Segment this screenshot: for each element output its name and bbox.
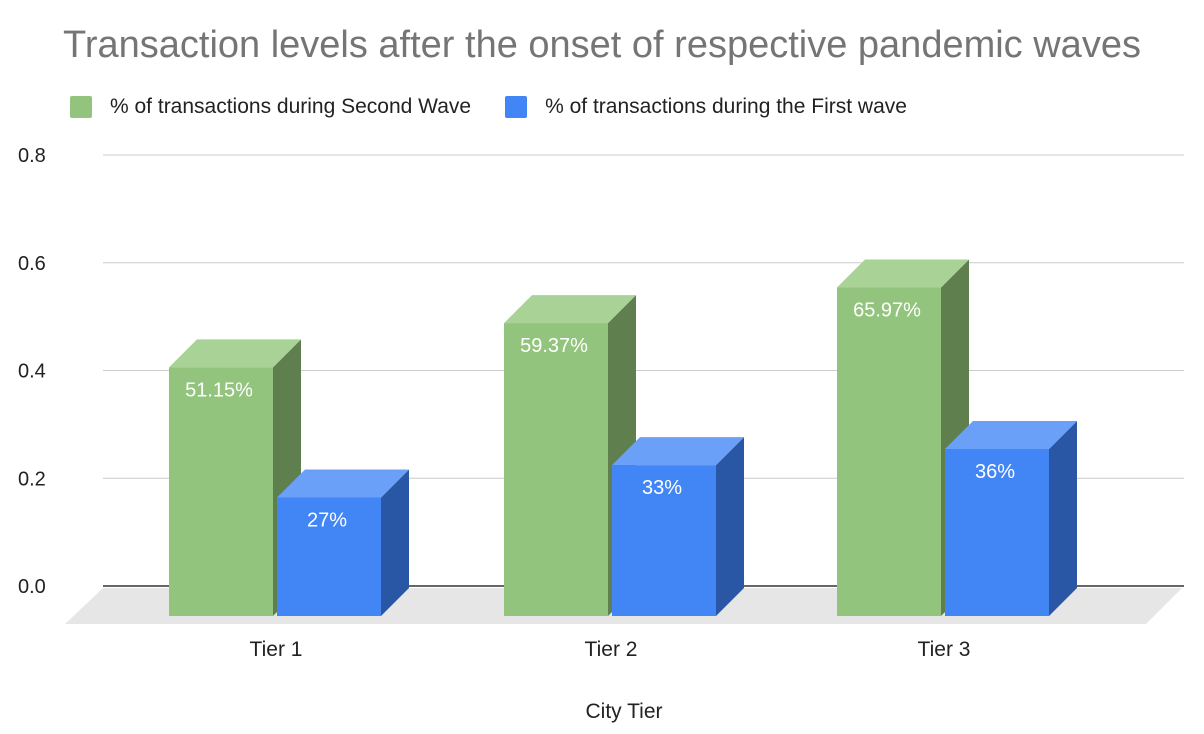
data-label: 33% — [642, 477, 682, 499]
bar-top-first-wave — [277, 469, 409, 498]
chart-title: Transaction levels after the onset of re… — [63, 24, 1141, 66]
bar-second-wave — [837, 287, 941, 616]
bar-top-second-wave — [837, 259, 969, 288]
legend-swatch-first-wave — [505, 96, 528, 118]
data-label: 36% — [975, 461, 1015, 483]
bar-side-first-wave — [381, 469, 409, 616]
bar-second-wave — [504, 323, 608, 616]
bar-first-wave — [945, 448, 1049, 616]
data-label: 65.97% — [853, 300, 921, 322]
data-label: 27% — [307, 509, 347, 531]
x-tick-label: Tier 3 — [918, 638, 971, 661]
bar-side-first-wave — [716, 437, 744, 616]
y-tick-label: 0.6 — [18, 253, 46, 275]
legend: % of transactions during Second Wave % o… — [70, 94, 941, 120]
legend-label-second-wave: % of transactions during Second Wave — [110, 95, 472, 118]
bar-top-first-wave — [612, 437, 744, 466]
bar-top-second-wave — [504, 295, 636, 324]
legend-label-first-wave: % of transactions during the First wave — [545, 95, 907, 118]
bar-second-wave — [169, 367, 273, 616]
y-tick-label: 0.4 — [18, 361, 46, 383]
bar-side-first-wave — [1049, 420, 1077, 616]
bar-top-second-wave — [169, 339, 301, 368]
bar-first-wave — [612, 465, 716, 616]
y-tick-label: 0.8 — [18, 145, 46, 167]
legend-swatch-second-wave — [70, 96, 92, 118]
x-tick-label: Tier 1 — [250, 638, 303, 661]
x-tick-label: Tier 2 — [585, 638, 638, 661]
legend-item-first-wave[interactable]: % of transactions during the First wave — [505, 95, 907, 119]
bar-top-first-wave — [945, 420, 1077, 449]
y-tick-label: 0.2 — [18, 468, 46, 490]
data-label: 59.37% — [520, 335, 588, 357]
bar-first-wave — [277, 497, 381, 616]
x-axis-title: City Tier — [585, 700, 662, 723]
legend-item-second-wave[interactable]: % of transactions during Second Wave — [70, 95, 471, 119]
y-tick-label: 0.0 — [18, 576, 46, 598]
data-label: 51.15% — [185, 379, 253, 401]
